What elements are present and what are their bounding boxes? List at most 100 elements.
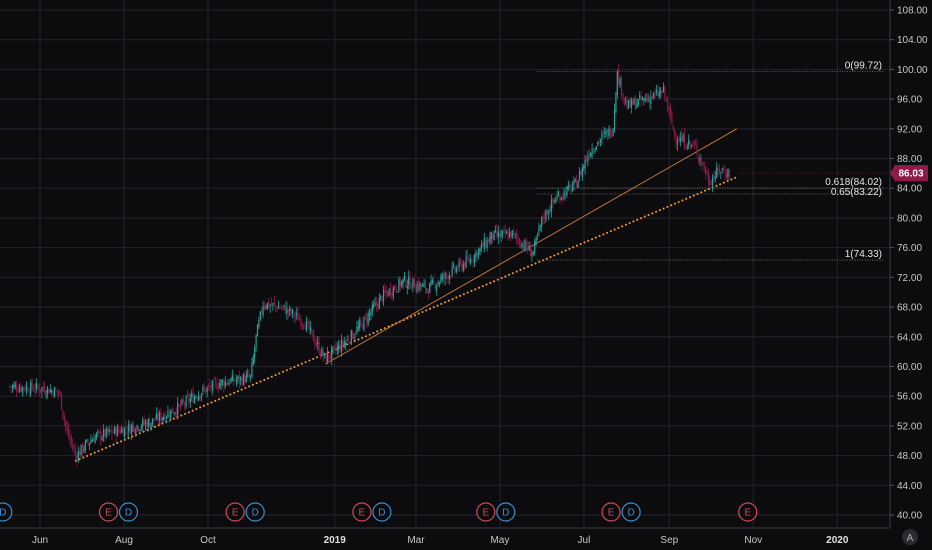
dividend-marker[interactable]: D: [118, 502, 139, 522]
price-axis[interactable]: 108.00 104.00 100.00 96.00 92.00 88.00 84.00 80…: [890, 6, 928, 522]
earnings-marker[interactable]: E: [225, 502, 245, 522]
candle-body: [696, 144, 698, 155]
candle-body: [41, 387, 43, 392]
earnings-marker[interactable]: E: [601, 502, 621, 522]
candle-body: [269, 305, 271, 307]
earnings-marker[interactable]: E: [738, 502, 758, 522]
candle-body: [650, 96, 652, 105]
event-marker-circle: [476, 502, 496, 522]
candle-body: [135, 431, 137, 434]
candle-body: [573, 180, 575, 186]
candle-body: [534, 241, 536, 253]
earnings-marker[interactable]: E: [98, 502, 119, 522]
candle-body: [27, 387, 29, 392]
dividend-marker[interactable]: D: [245, 502, 265, 522]
candle-body: [322, 350, 324, 357]
candle-body: [308, 321, 310, 331]
earnings-marker[interactable]: E: [352, 502, 372, 522]
fib-level-label: 0.65(83.22): [831, 187, 882, 198]
candle-body: [406, 285, 408, 289]
candle-body: [503, 229, 505, 231]
candle-body: [538, 227, 540, 234]
time-axis[interactable]: Jun Aug Oct 2019 Mar May Jul Sep Nov 2020: [32, 535, 849, 546]
candle-body: [84, 441, 86, 451]
candle-body: [500, 233, 502, 237]
candle-body: [72, 444, 74, 448]
candle-body: [39, 389, 42, 392]
candle-body: [206, 387, 208, 392]
candle-body: [457, 268, 459, 270]
candle-body: [629, 99, 631, 107]
candle-body: [707, 171, 709, 183]
candle-body: [445, 273, 448, 276]
rising-trendline[interactable]: [324, 128, 738, 365]
candle-body: [651, 95, 653, 98]
candle-body: [529, 247, 532, 257]
candle-body: [296, 312, 298, 315]
candle-body: [93, 438, 95, 442]
candle-body: [32, 389, 35, 391]
candle-body: [480, 243, 483, 247]
earnings-marker[interactable]: E: [476, 502, 496, 522]
candle-body: [688, 140, 690, 146]
candle-body: [74, 449, 77, 455]
candle-body: [307, 321, 309, 323]
candle-body: [244, 375, 246, 383]
candle-body: [312, 330, 315, 342]
event-marker-label: E: [744, 508, 751, 519]
event-marker-circle: [372, 502, 392, 522]
candle-body: [395, 287, 397, 291]
candle-body: [508, 232, 511, 238]
trendlines[interactable]: [74, 128, 738, 462]
candle-body: [16, 386, 18, 391]
dividend-marker[interactable]: D: [0, 502, 13, 522]
candle-body: [240, 377, 242, 381]
candle-body: [258, 320, 260, 327]
candle-body: [566, 186, 568, 195]
candle-body: [653, 92, 655, 98]
candle-body: [182, 400, 184, 403]
candle-body: [347, 340, 350, 342]
candle-body: [385, 290, 387, 293]
candle-body: [605, 130, 607, 135]
candle-body: [412, 278, 414, 287]
dividend-marker[interactable]: D: [372, 502, 392, 522]
dividend-marker[interactable]: D: [496, 502, 516, 522]
candle-body: [489, 236, 491, 244]
candle-body: [60, 392, 63, 410]
candle-body: [458, 260, 460, 268]
candle-body: [543, 216, 546, 220]
candle-body: [126, 431, 128, 433]
candle-body: [485, 239, 487, 248]
fibonacci-retracement[interactable]: 0(99.72) 0.618(84.02)0.65(83.22) 1(74.33): [537, 60, 884, 261]
candle-body: [541, 217, 543, 227]
candle-body: [181, 399, 183, 405]
candle-body: [702, 163, 704, 165]
support-trendline[interactable]: [74, 176, 738, 462]
candle-body: [65, 420, 67, 427]
candle-body: [415, 289, 417, 291]
candle-body: [391, 294, 393, 296]
candle-body: [63, 416, 65, 421]
candle-body: [254, 347, 256, 358]
candle-body: [438, 282, 441, 284]
candle-body: [595, 146, 597, 150]
candle-body: [437, 282, 439, 285]
corner-badge[interactable]: A: [902, 529, 918, 545]
dividend-marker[interactable]: D: [621, 502, 641, 522]
candle-body: [192, 392, 194, 403]
candle-body: [333, 345, 336, 347]
candle-body: [521, 243, 523, 247]
candle-body: [49, 389, 51, 393]
candle-body: [137, 426, 140, 431]
candle-body: [725, 174, 728, 177]
candle-body: [535, 237, 537, 244]
candle-body: [90, 440, 92, 444]
candle-body: [634, 98, 637, 109]
event-marker-circle: [225, 502, 245, 522]
candle-body: [67, 428, 70, 437]
candle-body: [513, 231, 515, 233]
